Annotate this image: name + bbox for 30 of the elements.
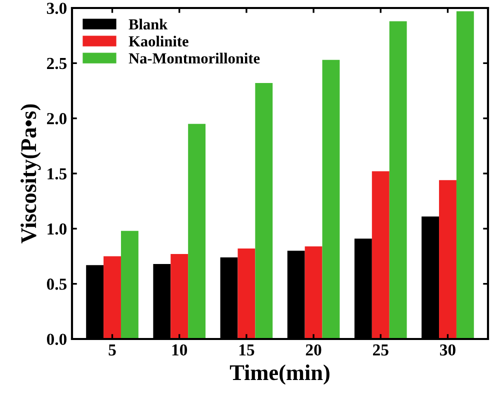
- legend-label: Kaolinite: [128, 36, 188, 47]
- bar: [389, 21, 407, 339]
- bar: [456, 11, 474, 339]
- bar: [170, 254, 188, 339]
- y-tick-label: 2.5: [47, 58, 67, 70]
- bar: [238, 248, 256, 339]
- bar: [322, 60, 340, 339]
- x-tick-label: 5: [108, 344, 116, 356]
- bar: [304, 246, 322, 339]
- y-axis-title: Viscosity(Pa•s): [20, 104, 41, 244]
- legend-label: Blank: [128, 18, 168, 30]
- y-tick-label: 0.0: [46, 334, 67, 346]
- bar: [104, 256, 121, 339]
- x-tick-label: 15: [239, 344, 254, 356]
- bar: [255, 83, 273, 339]
- bar: [372, 171, 390, 339]
- x-axis-title: Time(min): [230, 364, 330, 385]
- x-tick-label: 20: [306, 344, 322, 356]
- bar: [188, 124, 206, 339]
- y-tick-label: 1.5: [48, 168, 67, 180]
- x-tick-label: 30: [440, 344, 456, 356]
- y-tick-label: 2.0: [47, 113, 67, 124]
- y-tick-label: 1.0: [48, 223, 67, 235]
- x-tick-label: 25: [373, 344, 388, 356]
- bar: [439, 180, 456, 339]
- y-tick-label: 0.5: [46, 278, 67, 290]
- x-tick-label: 10: [172, 344, 188, 356]
- legend-label: Na-Montmorillonite: [128, 52, 260, 64]
- bar: [120, 230, 138, 339]
- y-tick-label: 3.0: [46, 2, 67, 14]
